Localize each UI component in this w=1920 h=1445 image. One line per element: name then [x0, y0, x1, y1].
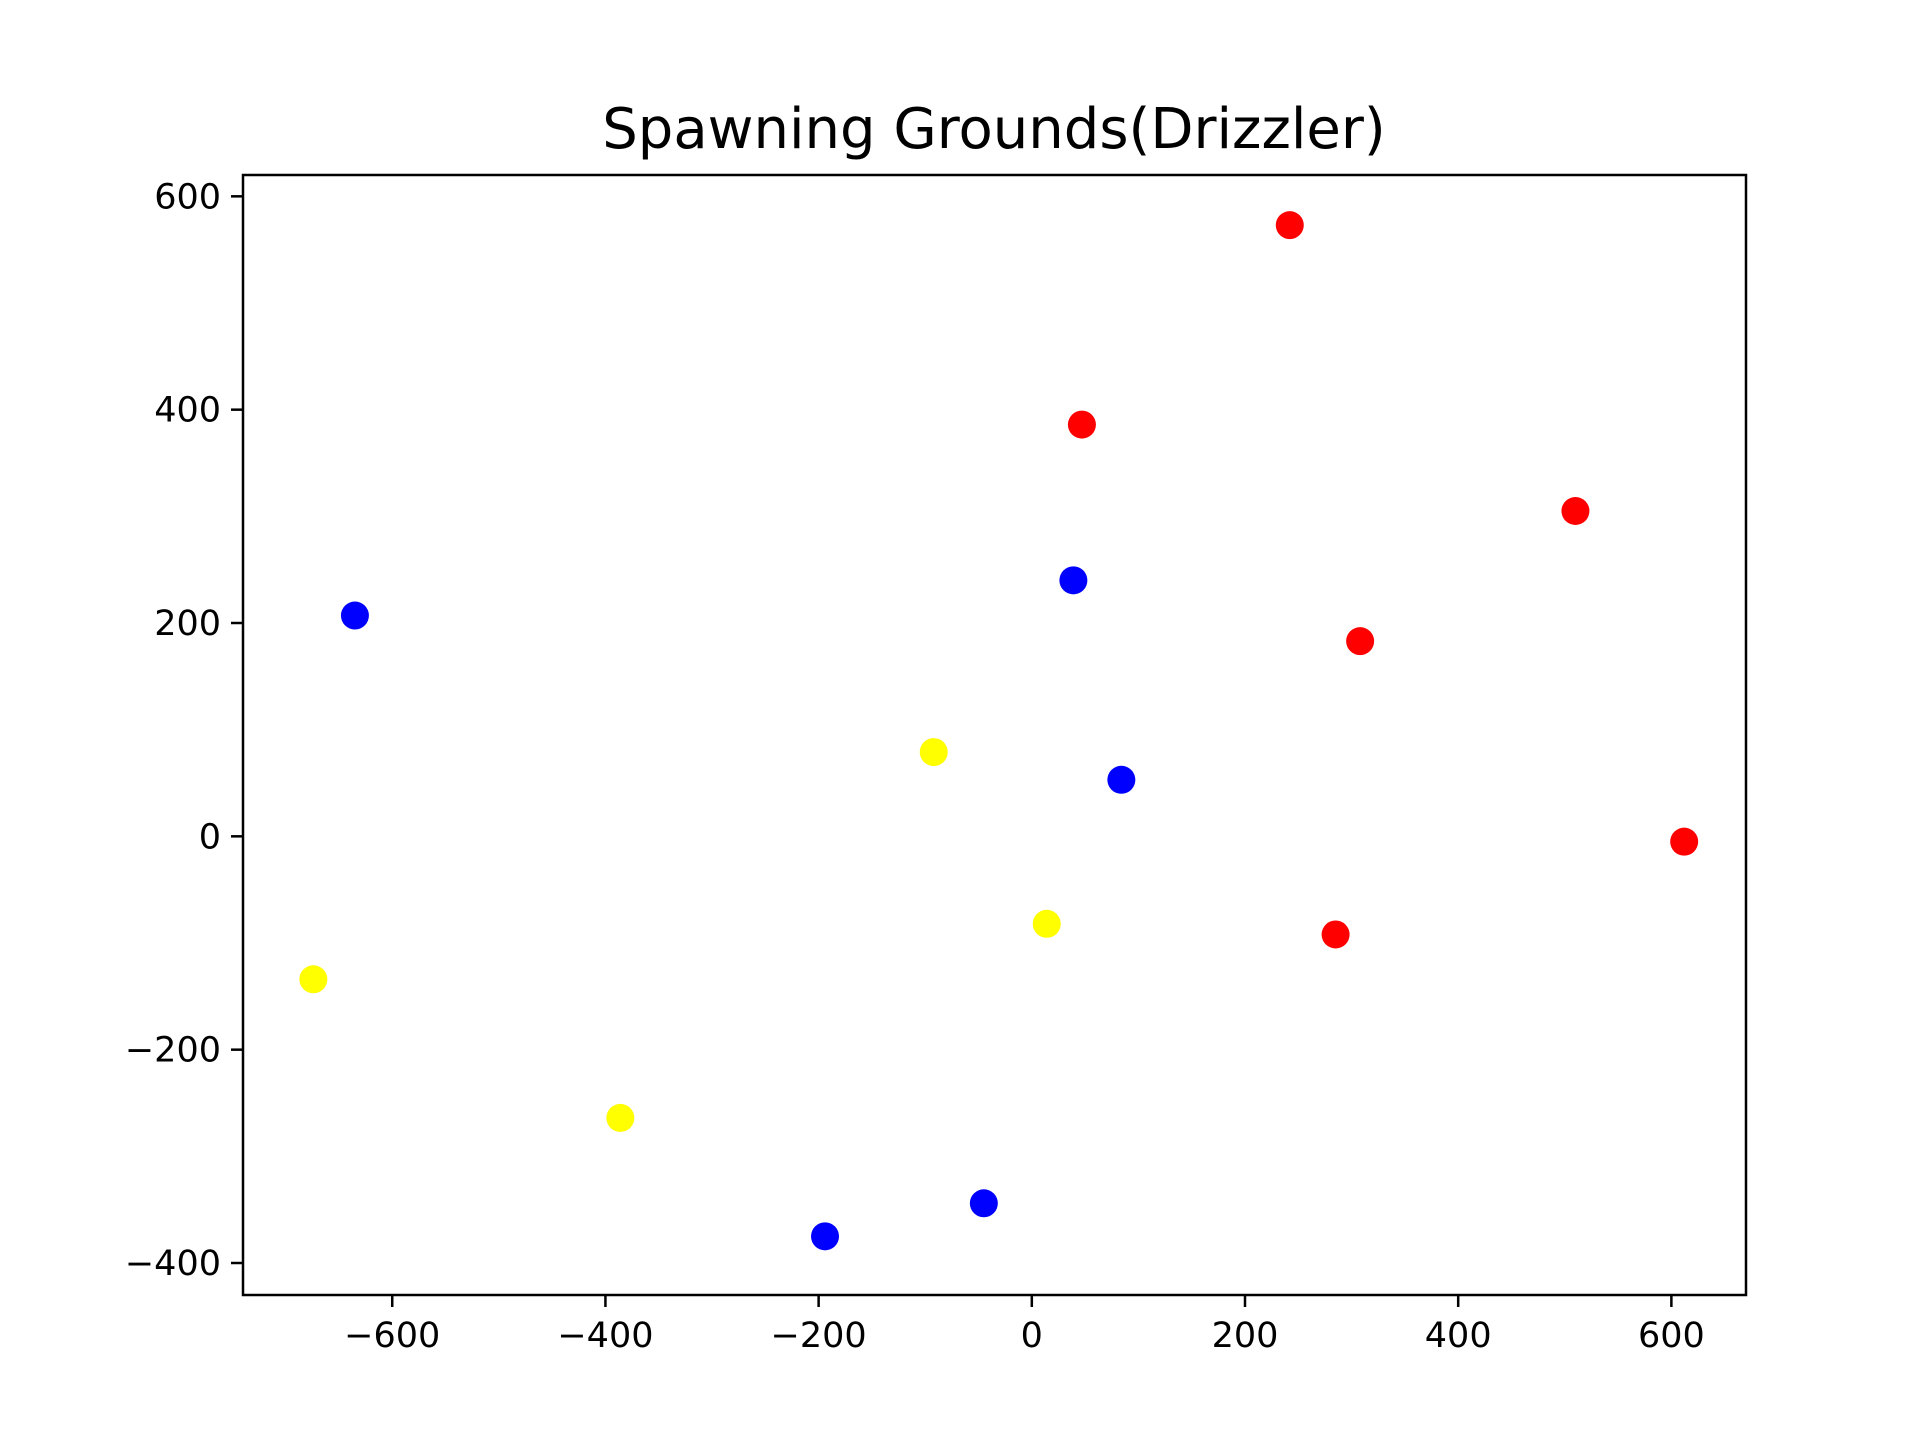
data-point — [1670, 827, 1699, 856]
x-tick-label: 400 — [1425, 1316, 1492, 1356]
y-tick-label: 0 — [199, 817, 221, 857]
x-tick-label: −600 — [344, 1316, 440, 1356]
data-point — [969, 1189, 998, 1218]
data-point — [1032, 909, 1061, 938]
y-tick-label: 200 — [154, 604, 221, 644]
x-axis: −600 −400 −200 0 200 400 600 — [344, 1295, 1705, 1356]
x-tick-label: 200 — [1212, 1316, 1279, 1356]
x-tick-label: 600 — [1638, 1316, 1705, 1356]
plot-frame — [241, 173, 1748, 1297]
y-tick-label: −200 — [125, 1031, 221, 1071]
data-point — [1561, 497, 1590, 525]
data-point — [1321, 920, 1350, 949]
data-point — [340, 601, 369, 630]
data-point — [1346, 627, 1375, 656]
x-tick-label: −400 — [557, 1316, 653, 1356]
data-point — [1059, 566, 1088, 595]
y-tick-label: 400 — [154, 391, 221, 431]
data-point — [1107, 765, 1136, 794]
data-point — [299, 965, 328, 994]
data-point — [811, 1222, 840, 1251]
chart-title: Spawning Grounds(Drizzler) — [602, 97, 1385, 162]
x-tick-label: −200 — [771, 1316, 867, 1356]
y-tick-label: −400 — [125, 1244, 221, 1284]
data-point — [1275, 211, 1304, 240]
data-point — [919, 738, 948, 767]
data-point — [1067, 410, 1096, 439]
data-point — [606, 1103, 635, 1132]
y-tick-label: 600 — [154, 177, 221, 217]
data-points — [299, 211, 1699, 1251]
x-tick-label: 0 — [1021, 1316, 1043, 1356]
y-axis: −400 −200 0 200 400 600 — [125, 177, 243, 1284]
